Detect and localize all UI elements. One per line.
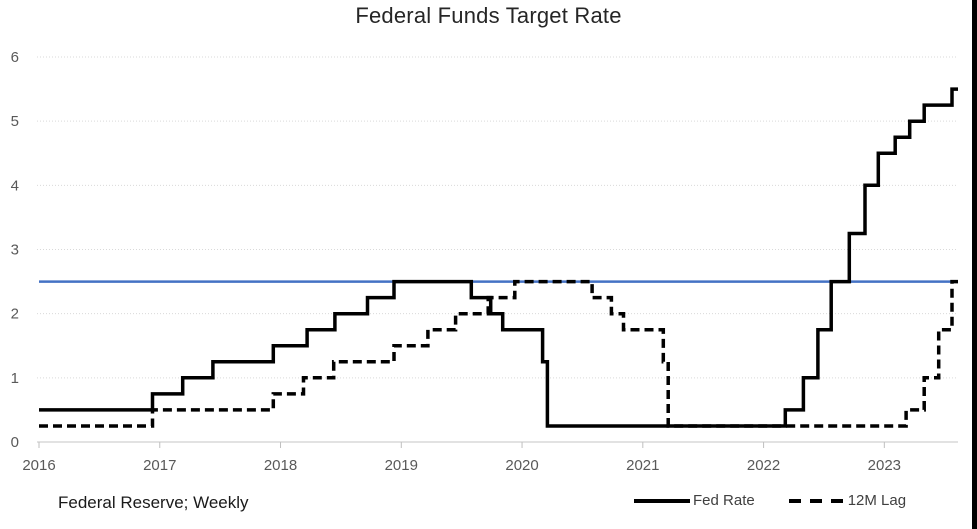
y-axis-label-1: 1 [11,370,19,387]
legend-item-fed-rate: Fed Rate [634,492,755,509]
x-axis-label-2022: 2022 [747,457,780,474]
legend-item-12m-lag: 12M Lag [788,492,907,509]
x-axis-label-2023: 2023 [868,457,901,474]
y-axis-label-2: 2 [11,306,19,323]
chart-title: Federal Funds Target Rate [355,3,622,28]
legend-label-fed-rate: Fed Rate [693,492,755,509]
dashed-line-swatch-icon [788,498,845,503]
x-axis-label-2019: 2019 [385,457,418,474]
y-axis-label-3: 3 [11,242,19,259]
x-axis-label-2020: 2020 [505,457,538,474]
y-axis-label-0: 0 [11,434,19,451]
solid-line-swatch-icon [634,498,690,503]
y-axis-label-6: 6 [11,49,19,66]
source-note: Federal Reserve; Weekly [58,493,249,512]
x-axis-label-2018: 2018 [264,457,297,474]
x-axis-label-2016: 2016 [22,457,55,474]
y-axis-label-4: 4 [11,177,19,194]
12m-lag-line [39,279,958,428]
y-axis-label-5: 5 [11,113,19,130]
legend: Fed Rate 12M Lag [634,492,906,509]
legend-label-12m-lag: 12M Lag [847,492,907,509]
x-axis-label-2017: 2017 [143,457,176,474]
fed-rate-line [39,87,958,428]
window-edge-border [972,0,977,529]
x-axis-label-2021: 2021 [626,457,659,474]
